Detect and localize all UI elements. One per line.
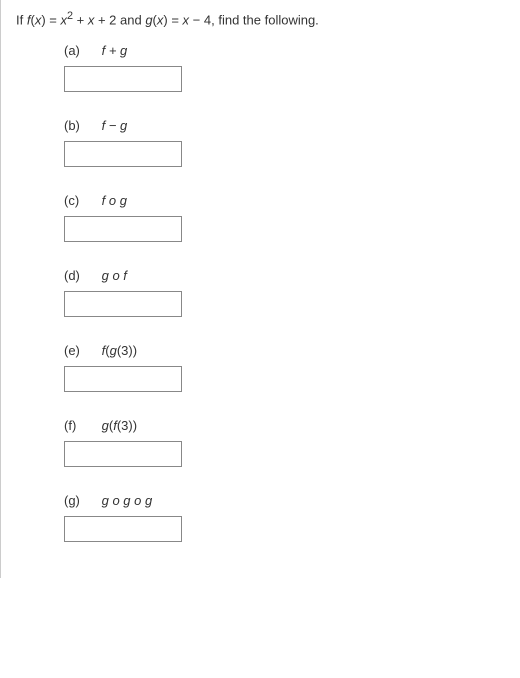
part-e-input[interactable] xyxy=(64,366,182,392)
part-b-input[interactable] xyxy=(64,141,182,167)
part-f-label: (f) g(f(3)) xyxy=(64,418,510,433)
part-g: (g) g o g o g xyxy=(64,493,510,542)
part-f-letter: (f) xyxy=(64,418,98,433)
part-f-input[interactable] xyxy=(64,441,182,467)
part-b-letter: (b) xyxy=(64,118,98,133)
part-f: (f) g(f(3)) xyxy=(64,418,510,467)
part-e-label: (e) f(g(3)) xyxy=(64,343,510,358)
part-d-expr: g o f xyxy=(102,268,127,283)
parts-container: (a) f + g (b) f − g (c) f o g (d) g o f … xyxy=(16,43,510,542)
part-g-letter: (g) xyxy=(64,493,98,508)
part-e-expr: f(g(3)) xyxy=(102,343,137,358)
part-d-input[interactable] xyxy=(64,291,182,317)
part-c: (c) f o g xyxy=(64,193,510,242)
part-a-letter: (a) xyxy=(64,43,98,58)
prompt-post: find the following. xyxy=(218,12,318,27)
part-d-letter: (d) xyxy=(64,268,98,283)
part-a-label: (a) f + g xyxy=(64,43,510,58)
part-f-expr: g(f(3)) xyxy=(102,418,137,433)
prompt-pre: If xyxy=(16,12,27,27)
part-b: (b) f − g xyxy=(64,118,510,167)
part-g-expr: g o g o g xyxy=(102,493,153,508)
part-a-expr: f + g xyxy=(102,43,128,58)
part-d: (d) g o f xyxy=(64,268,510,317)
part-a: (a) f + g xyxy=(64,43,510,92)
part-b-label: (b) f − g xyxy=(64,118,510,133)
part-b-expr: f − g xyxy=(102,118,128,133)
part-g-input[interactable] xyxy=(64,516,182,542)
prompt-and: and xyxy=(120,12,145,27)
question-prompt: If f(x) = x2 + x + 2 and g(x) = x − 4, f… xyxy=(16,10,510,27)
part-c-label: (c) f o g xyxy=(64,193,510,208)
part-c-input[interactable] xyxy=(64,216,182,242)
part-g-label: (g) g o g o g xyxy=(64,493,510,508)
part-d-label: (d) g o f xyxy=(64,268,510,283)
part-e: (e) f(g(3)) xyxy=(64,343,510,392)
part-a-input[interactable] xyxy=(64,66,182,92)
part-c-expr: f o g xyxy=(102,193,127,208)
g-name: g xyxy=(145,12,152,27)
part-e-letter: (e) xyxy=(64,343,98,358)
part-c-letter: (c) xyxy=(64,193,98,208)
